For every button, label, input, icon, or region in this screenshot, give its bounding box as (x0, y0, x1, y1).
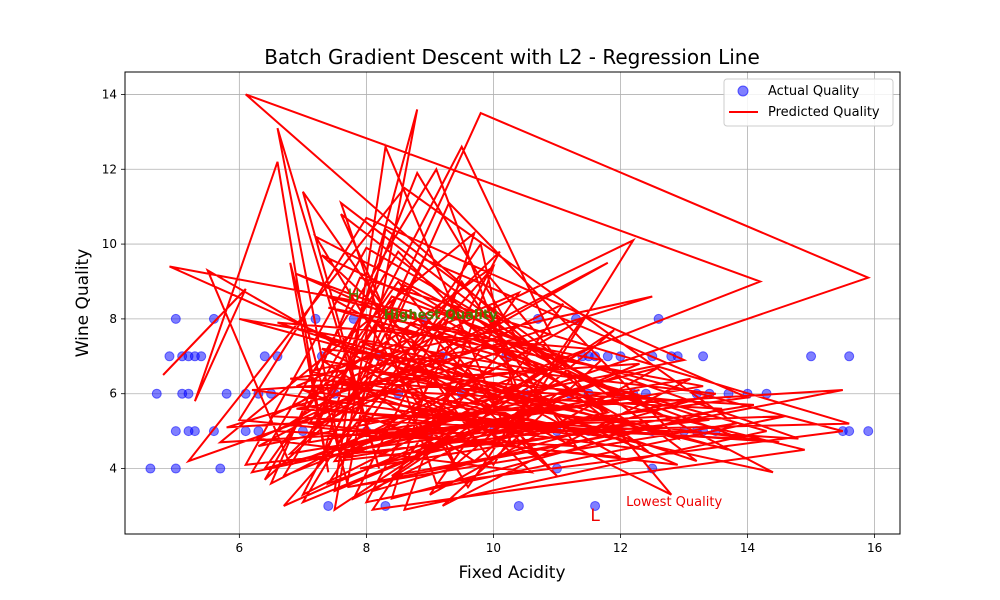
legend: Actual Quality Predicted Quality (723, 78, 894, 127)
scatter-point (844, 351, 855, 362)
y-tick-label: 12 (102, 162, 117, 176)
x-axis-label: Fixed Acidity (458, 563, 565, 583)
scatter-point (170, 313, 181, 324)
scatter-point (863, 426, 874, 437)
scatter-point (323, 500, 334, 511)
scatter-point (221, 388, 232, 399)
chart-title: Batch Gradient Descent with L2 - Regress… (264, 45, 760, 69)
y-axis-label: Wine Quality (73, 249, 93, 358)
y-tick-label: 6 (109, 387, 117, 401)
highest-quality-label: Highest Quality (384, 308, 498, 323)
y-tick-label: 14 (102, 87, 117, 101)
scatter-point (806, 351, 817, 362)
scatter-point (189, 426, 200, 437)
x-tick-label: 16 (867, 541, 882, 555)
x-tick-label: 8 (363, 541, 371, 555)
prediction-line (162, 93, 871, 512)
x-tick-label: 6 (236, 541, 244, 555)
scatter-point (698, 351, 709, 362)
scatter-point (240, 426, 251, 437)
lowest-quality-label: Lowest Quality (626, 495, 722, 510)
scatter-point (145, 463, 156, 474)
axis-ticks: 6 8 10 12 14 16 4 6 8 10 12 14 (102, 87, 883, 555)
legend-marker-actual (737, 85, 749, 97)
x-tick-label: 14 (740, 541, 755, 555)
x-tick-label: 10 (486, 541, 501, 555)
scatter-point (513, 500, 524, 511)
y-tick-label: 4 (109, 462, 117, 476)
lowest-marker: L (590, 506, 600, 526)
annotations: H Highest Quality L Lowest Quality (348, 285, 723, 526)
legend-box (723, 78, 894, 127)
axes-frame (124, 71, 901, 535)
scatter-point (297, 426, 308, 437)
scatter-point (183, 388, 194, 399)
scatter-point (590, 500, 601, 511)
scatter-point (151, 388, 162, 399)
scatter-point (196, 351, 207, 362)
plot-area (145, 93, 874, 512)
legend-label-actual: Actual Quality (768, 84, 860, 99)
scatter-point (259, 351, 270, 362)
y-tick-label: 8 (109, 312, 117, 326)
scatter-point (844, 426, 855, 437)
y-tick-label: 10 (102, 237, 117, 251)
legend-label-predicted: Predicted Quality (768, 105, 880, 120)
x-tick-label: 12 (613, 541, 628, 555)
scatter-point (170, 426, 181, 437)
scatter-point (170, 463, 181, 474)
highest-marker: H (348, 285, 360, 304)
scatter-point (215, 463, 226, 474)
scatter-point (164, 351, 175, 362)
